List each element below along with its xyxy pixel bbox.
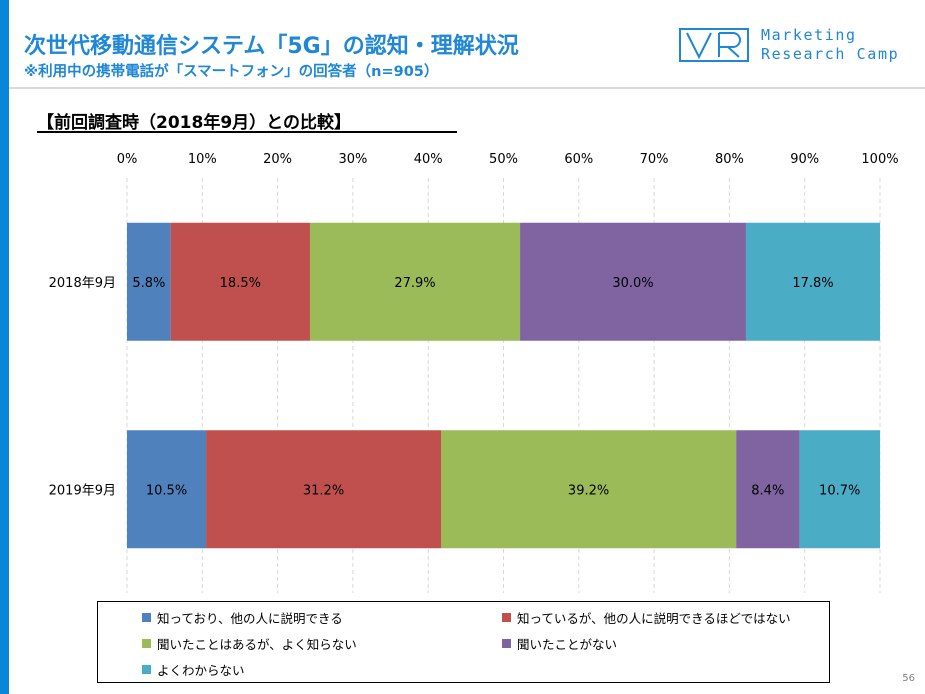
data-label: 10.7% <box>819 483 860 498</box>
legend-swatch <box>502 639 511 648</box>
page-title: 次世代移動通信システム「5G」の認知・理解状況 <box>24 34 519 59</box>
bar-segment <box>309 222 521 341</box>
data-label: 39.2% <box>568 483 609 498</box>
legend-item: 知っており、他の人に説明できる <box>142 608 343 627</box>
legend-label: 知っているが、他の人に説明できるほどではない <box>517 611 791 626</box>
brand-name-line1: Marketing <box>761 26 857 44</box>
legend-swatch <box>142 613 151 622</box>
legend-label: 聞いたことがない <box>517 637 618 652</box>
left-accent-bar <box>0 0 9 694</box>
x-tick-label: 90% <box>790 152 819 167</box>
data-label: 8.4% <box>751 483 784 498</box>
x-tick-label: 60% <box>564 152 593 167</box>
legend-item: 知っているが、他の人に説明できるほどではない <box>502 608 791 627</box>
bar-segment <box>127 430 207 549</box>
data-label: 27.9% <box>394 276 435 291</box>
x-tick-label: 20% <box>263 152 292 167</box>
legend-item: 聞いたことがない <box>502 634 617 653</box>
brand-name-line2: Research Camp <box>761 45 900 63</box>
legend-swatch <box>142 665 151 674</box>
legend-swatch <box>142 639 151 648</box>
bar-segment <box>206 430 442 549</box>
legend-label: よくわからない <box>157 663 245 678</box>
data-label: 10.5% <box>146 483 187 498</box>
header-band <box>9 0 925 88</box>
page-subtitle: ※利用中の携帯電話が「スマートフォン」の回答者（n=905） <box>24 64 439 80</box>
legend-label: 知っており、他の人に説明できる <box>157 611 343 626</box>
x-tick-label: 40% <box>414 152 443 167</box>
x-tick-label: 70% <box>640 152 669 167</box>
bar-segment <box>127 222 171 341</box>
bar-segment <box>745 222 880 341</box>
data-label: 18.5% <box>220 276 261 291</box>
x-tick-label: 50% <box>489 152 518 167</box>
category-label: 2019年9月 <box>49 483 116 498</box>
bar-segment <box>441 430 737 549</box>
header-divider <box>9 87 925 89</box>
chart-legend: 知っており、他の人に説明できる 知っているが、他の人に説明できるほどではない 聞いた… <box>97 601 830 683</box>
bar-segment <box>736 430 800 549</box>
page-number: 56 <box>902 673 915 684</box>
section-heading: 【前回調査時（2018年9月）との比較】 <box>37 113 351 133</box>
section-underline <box>37 131 457 133</box>
data-label: 5.8% <box>132 276 165 291</box>
legend-swatch <box>502 613 511 622</box>
bar-segment <box>799 430 880 549</box>
data-label: 31.2% <box>303 483 344 498</box>
x-tick-label: 30% <box>338 152 367 167</box>
x-tick-label: 80% <box>715 152 744 167</box>
legend-item: 聞いたことはあるが、よく知らない <box>142 634 357 653</box>
x-tick-label: 100% <box>861 152 898 167</box>
bar-segment <box>520 222 746 341</box>
legend-label: 聞いたことはあるが、よく知らない <box>157 637 357 652</box>
data-label: 17.8% <box>792 276 833 291</box>
x-tick-label: 0% <box>117 152 138 167</box>
legend-item: よくわからない <box>142 660 245 679</box>
x-tick-label: 10% <box>188 152 217 167</box>
category-label: 2018年9月 <box>49 276 116 291</box>
bar-segment <box>170 222 310 341</box>
brand-logo-icon <box>679 28 749 62</box>
data-label: 30.0% <box>612 276 653 291</box>
